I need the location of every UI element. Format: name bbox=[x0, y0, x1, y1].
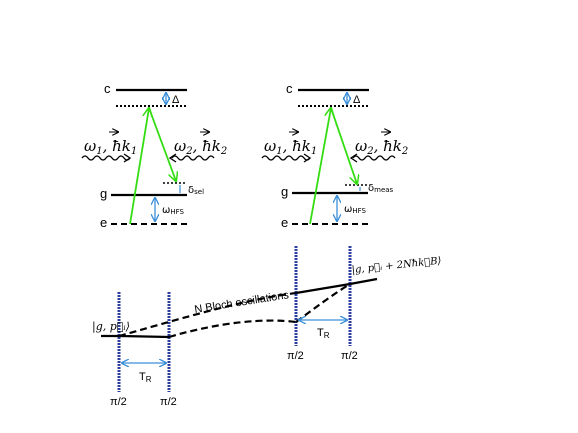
pulse-label-1: π/2 bbox=[110, 396, 127, 408]
raman-beam-up bbox=[129, 108, 149, 225]
pulse-label-3: π/2 bbox=[287, 350, 304, 362]
beam1-label: ω1, ħk1 bbox=[84, 137, 137, 157]
delta-meas-label: δmeas bbox=[368, 183, 394, 194]
arm-upper-solid bbox=[295, 282, 351, 295]
bloch-oscillations-label: N Bloch oscillations bbox=[194, 289, 291, 316]
pulse-label-2: π/2 bbox=[160, 396, 177, 408]
level-e-label: e bbox=[281, 215, 288, 230]
arm-lower-solid bbox=[118, 334, 170, 339]
arm-upper-dashed bbox=[118, 291, 297, 338]
raman-beam-down bbox=[330, 107, 357, 184]
beam2-wave bbox=[352, 155, 396, 161]
hfs-label: ωHFS bbox=[344, 204, 367, 215]
initial-state-label: |g, p⃗ᵢ⟩ bbox=[92, 320, 130, 334]
tr-label-left: TR bbox=[139, 371, 152, 384]
level-c-label: c bbox=[104, 81, 111, 96]
pulse-sequence: |g, p⃗ᵢ⟩ |g, p⃗ᵢ + 2Nħk⃗B⟩ N Bloch oscil… bbox=[92, 246, 442, 408]
beam2-label: ω2, ħk2 bbox=[174, 137, 227, 157]
beam1-label: ω1, ħk1 bbox=[264, 137, 317, 157]
beam2-wave-arrowhead bbox=[168, 153, 177, 163]
beam2-wave-arrowhead bbox=[349, 153, 358, 163]
beam1-wave bbox=[261, 155, 311, 161]
level-g-label: g bbox=[100, 186, 107, 201]
beam1-wave bbox=[81, 155, 131, 161]
detuning-label: Δ bbox=[172, 94, 180, 106]
level-diagram-right: c Δ g δmeas e ωHFS ω1, ħk1 ω2, ħk2 bbox=[261, 81, 408, 230]
level-e-label: e bbox=[100, 215, 107, 230]
level-g-label: g bbox=[281, 184, 288, 199]
tr-label-right: TR bbox=[317, 327, 330, 340]
level-diagram-left: c Δ g δsel e ωHFS ω1, ħk1 ω2, ħk2 bbox=[81, 81, 227, 230]
beam1-wave-arrowhead bbox=[123, 153, 132, 163]
raman-beam-down bbox=[148, 107, 176, 181]
arm-lower-dashed bbox=[168, 319, 297, 339]
final-state-label: |g, p⃗ᵢ + 2Nħk⃗B⟩ bbox=[351, 256, 442, 276]
beam2-wave bbox=[171, 155, 215, 161]
beam1-wave-arrowhead bbox=[303, 153, 312, 163]
arm-lower-solid-right bbox=[295, 283, 351, 323]
pulse-label-4: π/2 bbox=[341, 350, 358, 362]
final-trajectory bbox=[349, 277, 378, 286]
beam2-label: ω2, ħk2 bbox=[355, 137, 408, 157]
delta-sel-label: δsel bbox=[188, 185, 204, 196]
raman-beam-up bbox=[309, 108, 331, 225]
detuning-label: Δ bbox=[353, 94, 361, 106]
level-c-label: c bbox=[286, 81, 293, 96]
hfs-label: ωHFS bbox=[162, 205, 185, 216]
